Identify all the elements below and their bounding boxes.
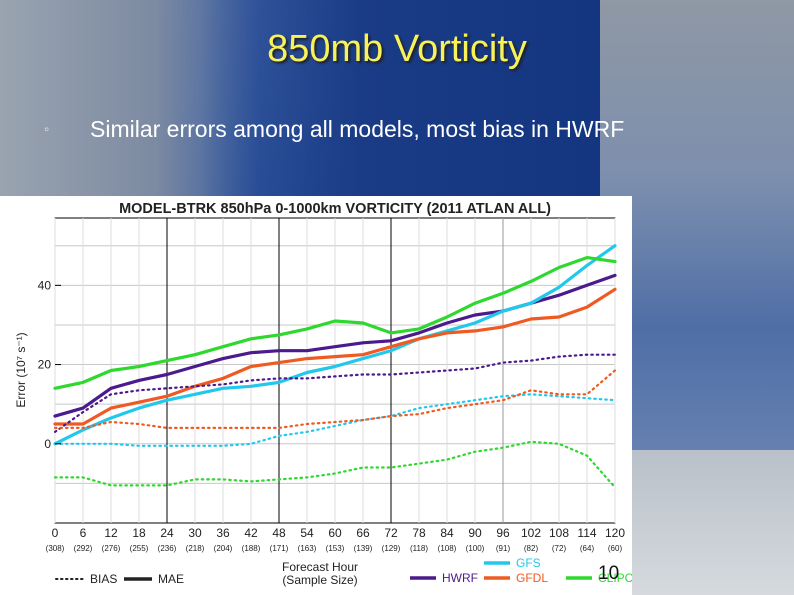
sample-size-label: (91) — [496, 544, 511, 553]
series-gfdl-mae — [53, 287, 617, 426]
x-tick-label: 60 — [328, 526, 342, 540]
series-lines — [53, 244, 617, 489]
chart-image: MODEL-BTRK 850hPa 0-1000km VORTICITY (20… — [0, 196, 632, 595]
series-gfdl-bias — [53, 369, 617, 429]
x-tick-label: 108 — [549, 526, 569, 540]
sample-size-label: (292) — [74, 544, 93, 553]
x-tick-label: 72 — [384, 526, 398, 540]
series-gfs-bias — [53, 393, 617, 447]
sample-size-label: (118) — [410, 544, 428, 553]
series-gfs-mae — [53, 244, 617, 446]
sample-size-label: (236) — [158, 544, 177, 553]
sample-size-label: (108) — [438, 544, 457, 553]
y-axis-label: Error (10⁷ s⁻¹) — [14, 332, 28, 407]
sample-size-label: (139) — [354, 544, 373, 553]
x-tick-label: 78 — [412, 526, 426, 540]
legend-clipc-label: CLIPC — [598, 571, 632, 585]
x-tick-label: 42 — [244, 526, 258, 540]
x-tick-label: 114 — [577, 526, 596, 540]
bullet-icon: ◦ — [44, 121, 50, 138]
sample-size-label: (255) — [130, 544, 149, 553]
axis-ticks: 0 20 40 0 (308) 6 (292) 12 (276) 18 (255) 24 (236) 30… — [38, 278, 626, 553]
x-tick-label: 120 — [605, 526, 625, 540]
legend-gfdl-label: GFDL — [516, 571, 548, 585]
sample-size-label: (171) — [270, 544, 289, 553]
chart-title: MODEL-BTRK 850hPa 0-1000km VORTICITY (20… — [119, 201, 551, 217]
x-tick-label: 36 — [216, 526, 230, 540]
x-tick-label: 96 — [496, 526, 510, 540]
sample-size-label: (129) — [382, 544, 401, 553]
x-tick-label: 102 — [521, 526, 541, 540]
legend-gfs-label: GFS — [516, 556, 541, 570]
sample-size-label: (188) — [242, 544, 261, 553]
sample-size-label: (276) — [102, 544, 121, 553]
legend-hwrf-label: HWRF — [442, 571, 478, 585]
x-tick-label: 84 — [440, 526, 454, 540]
bullet-text: Similar errors among all models, most bi… — [90, 116, 625, 142]
series-hwrf-bias — [53, 353, 617, 433]
sample-size-label: (64) — [580, 544, 595, 553]
x-axis-sublabel: (Sample Size) — [282, 573, 357, 587]
sample-size-label: (82) — [524, 544, 539, 553]
background-bottom-panel — [600, 450, 794, 595]
sample-size-label: (308) — [46, 544, 65, 553]
x-tick-label: 90 — [468, 526, 482, 540]
x-tick-label: 12 — [104, 526, 118, 540]
x-tick-label: 48 — [272, 526, 286, 540]
series-clipc-bias — [53, 440, 617, 489]
x-tick-label: 30 — [188, 526, 202, 540]
x-tick-label: 0 — [52, 526, 59, 540]
x-tick-label: 66 — [356, 526, 370, 540]
y-tick-label: 40 — [38, 278, 52, 292]
sample-size-label: (163) — [298, 544, 317, 553]
x-tick-label: 18 — [132, 526, 146, 540]
grid-lines — [54, 218, 616, 523]
sample-size-label: (204) — [214, 544, 233, 553]
x-axis-label: Forecast Hour — [282, 560, 358, 574]
y-tick-label: 20 — [38, 358, 52, 372]
slide-title: 850mb Vorticity — [267, 28, 527, 70]
y-tick-label: 0 — [44, 437, 51, 451]
sample-size-label: (60) — [608, 544, 623, 553]
chart-svg: MODEL-BTRK 850hPa 0-1000km VORTICITY (20… — [14, 201, 632, 587]
legend-mae-label: MAE — [158, 572, 184, 586]
legend-bias-label: BIAS — [90, 572, 117, 586]
sample-size-label: (72) — [552, 544, 567, 553]
x-tick-label: 6 — [80, 526, 87, 540]
x-tick-label: 24 — [160, 526, 174, 540]
x-tick-label: 54 — [300, 526, 314, 540]
series-clipc-mae — [53, 255, 617, 390]
sample-size-label: (100) — [466, 544, 485, 553]
page-number: 10 — [598, 563, 620, 584]
sample-size-label: (218) — [186, 544, 205, 553]
sample-size-label: (153) — [326, 544, 345, 553]
